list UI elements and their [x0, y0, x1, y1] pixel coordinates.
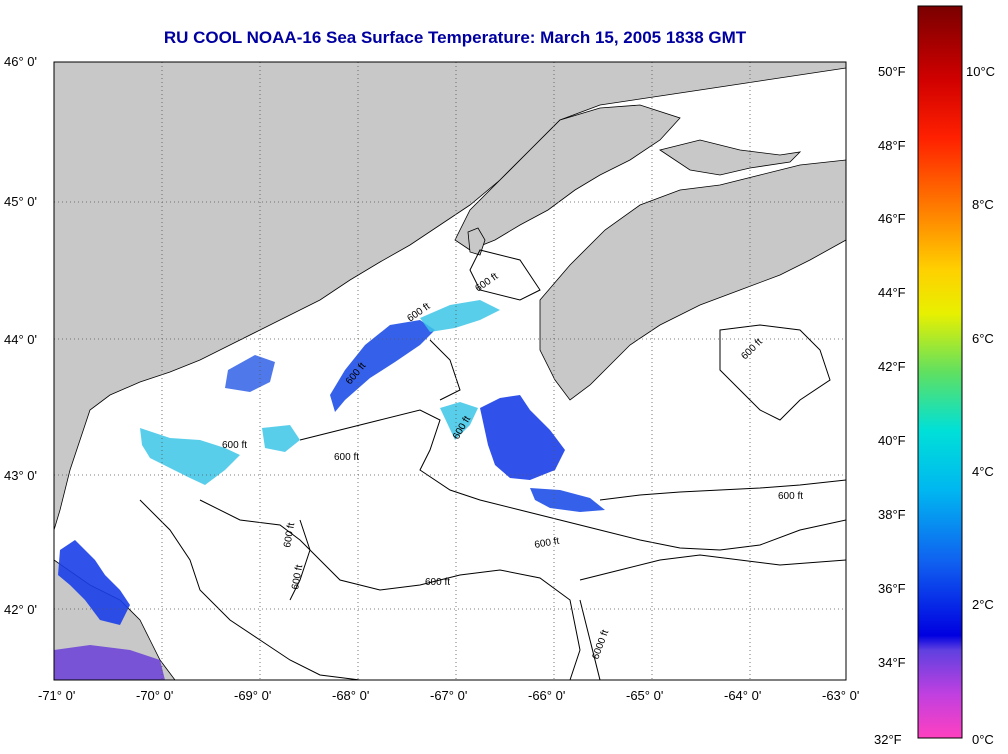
sst-patch-georges-south: [530, 488, 605, 512]
map-frame: [53, 61, 847, 681]
sst-patch-georges-north: [480, 395, 565, 480]
contour-label: 600 ft: [425, 577, 450, 588]
map-title: RU COOL NOAA-16 Sea Surface Temperature:…: [163, 28, 747, 47]
contour-label: 600 ft: [222, 440, 247, 451]
celsius-label: 2°C: [972, 597, 994, 612]
fahrenheit-label: 38°F: [878, 507, 906, 522]
fahrenheit-label: 44°F: [878, 285, 906, 300]
fahrenheit-label: 42°F: [878, 359, 906, 374]
celsius-label: 0°C: [972, 732, 994, 747]
land-pei-area: [659, 139, 802, 176]
contour-label: 600 ft: [534, 536, 561, 551]
lon-label: -68° 0': [332, 688, 369, 703]
sst-patch-cape-cod: [58, 540, 130, 625]
sst-map: 600 ft 600 ft 600 ft 600 ft 600 ft 600 f…: [4, 54, 859, 703]
lat-label: 44° 0': [4, 332, 37, 347]
lat-label: 46° 0': [4, 54, 37, 69]
lon-label: -70° 0': [136, 688, 173, 703]
fahrenheit-label: 46°F: [878, 211, 906, 226]
colorbar-gradient: [917, 5, 963, 739]
sst-patch-cyan-west: [140, 428, 240, 485]
fahrenheit-label: 50°F: [878, 64, 906, 79]
grid-lines: [54, 62, 846, 680]
bathymetry-contours: [139, 249, 846, 680]
fahrenheit-label: 48°F: [878, 138, 906, 153]
lon-label: -67° 0': [430, 688, 467, 703]
sst-patch-cyan-north: [420, 300, 500, 332]
temperature-colorbar: 50°F 48°F 46°F 44°F 42°F 40°F 38°F 36°F …: [874, 5, 995, 747]
sst-patch-blue-jordan: [330, 320, 435, 412]
sst-patch-cyan-east: [440, 402, 478, 440]
fahrenheit-label: 36°F: [878, 581, 906, 596]
contour-label: 600 ft: [282, 522, 297, 549]
land-new-brunswick: [454, 104, 681, 251]
lat-label: 45° 0': [4, 194, 37, 209]
celsius-label: 4°C: [972, 464, 994, 479]
lon-label: -64° 0': [724, 688, 761, 703]
sst-patch-blue-nw: [225, 355, 275, 392]
lon-label: -65° 0': [626, 688, 663, 703]
contour-label: 600 ft: [778, 491, 803, 502]
lat-label: 43° 0': [4, 468, 37, 483]
lat-label: 42° 0': [4, 602, 37, 617]
lon-label: -71° 0': [38, 688, 75, 703]
fahrenheit-label: 32°F: [874, 732, 902, 747]
lon-label: -69° 0': [234, 688, 271, 703]
celsius-label: 8°C: [972, 197, 994, 212]
contour-label: 600 ft: [334, 452, 359, 463]
lon-label: -66° 0': [528, 688, 565, 703]
celsius-label: 6°C: [972, 331, 994, 346]
land-maine-new-england: [54, 62, 846, 531]
fahrenheit-label: 34°F: [878, 655, 906, 670]
celsius-label: 10°C: [966, 64, 995, 79]
lon-label: -63° 0': [822, 688, 859, 703]
sst-patch-cyan-mid: [262, 425, 300, 452]
land-grand-manan: [467, 227, 486, 256]
sst-patch-south: [54, 645, 165, 680]
land-nova-scotia: [539, 159, 846, 401]
fahrenheit-label: 40°F: [878, 433, 906, 448]
contour-label: 600 ft: [290, 564, 305, 591]
